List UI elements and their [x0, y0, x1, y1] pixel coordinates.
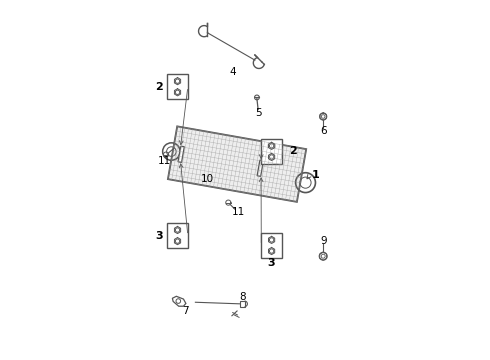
- Text: 1: 1: [312, 170, 319, 180]
- Text: 7: 7: [182, 306, 189, 316]
- Text: 3: 3: [155, 230, 163, 240]
- Text: 6: 6: [320, 126, 326, 136]
- Polygon shape: [257, 160, 264, 176]
- Polygon shape: [172, 296, 186, 306]
- Text: 10: 10: [201, 174, 214, 184]
- Text: 3: 3: [268, 258, 275, 268]
- FancyBboxPatch shape: [167, 74, 188, 99]
- Polygon shape: [240, 301, 245, 307]
- Text: 11: 11: [158, 156, 171, 166]
- Text: 8: 8: [240, 292, 246, 302]
- FancyBboxPatch shape: [261, 233, 282, 258]
- Polygon shape: [178, 146, 184, 162]
- Text: 2: 2: [290, 147, 297, 157]
- Text: 2: 2: [155, 82, 163, 92]
- Polygon shape: [168, 126, 306, 202]
- Text: 4: 4: [230, 67, 236, 77]
- Text: 11: 11: [232, 207, 245, 217]
- FancyBboxPatch shape: [167, 223, 188, 248]
- FancyBboxPatch shape: [261, 139, 282, 164]
- Text: 5: 5: [255, 108, 261, 118]
- Text: 9: 9: [320, 236, 326, 246]
